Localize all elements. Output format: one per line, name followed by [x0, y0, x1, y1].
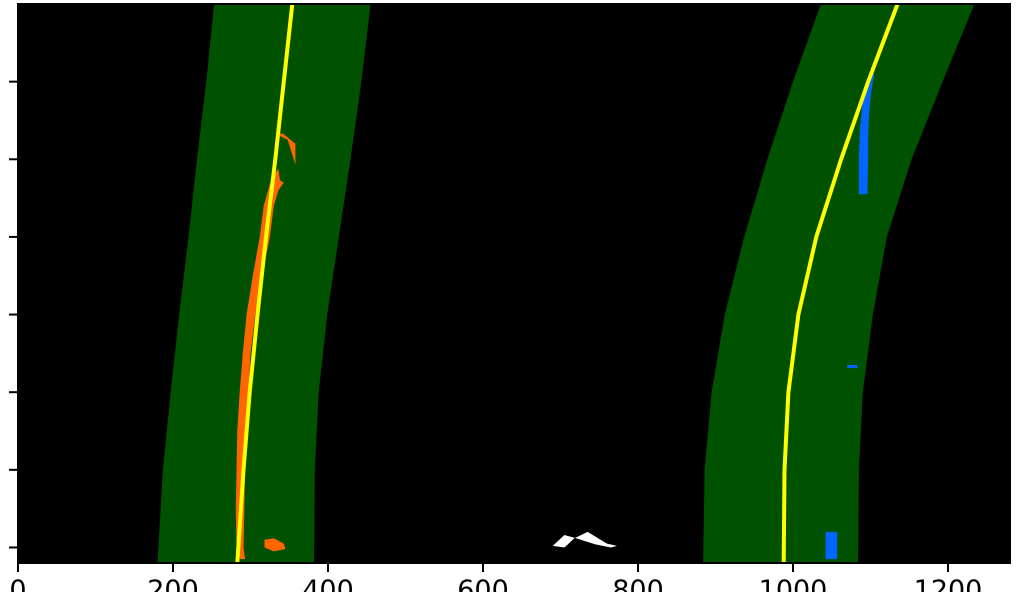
right-lane-fit-line — [781, 3, 900, 564]
x-tick-label-3: 600 — [457, 575, 509, 592]
x-tick-label-2: 400 — [302, 575, 354, 592]
left-lane-pixels-blob-2 — [264, 538, 286, 552]
right-lane-pixels-blob-0 — [858, 73, 875, 195]
x-tick-label-4: 800 — [612, 575, 664, 592]
plot-frame — [17, 3, 1011, 564]
search-windows-layer — [157, 4, 975, 563]
left-lane-search-window — [157, 4, 371, 563]
x-tick-label-5: 1000 — [759, 575, 828, 592]
right-lane-pixels-blob-2 — [825, 531, 838, 560]
x-tick-label-0: 0 — [9, 575, 26, 592]
right-lane-pixels-blob-1 — [847, 365, 858, 369]
left-lane-pixels-blob-0 — [276, 133, 296, 165]
x-tick-label-6: 1200 — [914, 575, 983, 592]
axes-layer: 0 200 400 600 800 1000 1200 — [9, 3, 1011, 592]
fit-lines-layer — [235, 3, 900, 564]
left-lane-fit-line — [235, 3, 295, 564]
other-pixels-blob-0 — [552, 531, 618, 548]
right-lane-search-window — [703, 4, 975, 563]
x-tick-label-1: 200 — [147, 575, 199, 592]
